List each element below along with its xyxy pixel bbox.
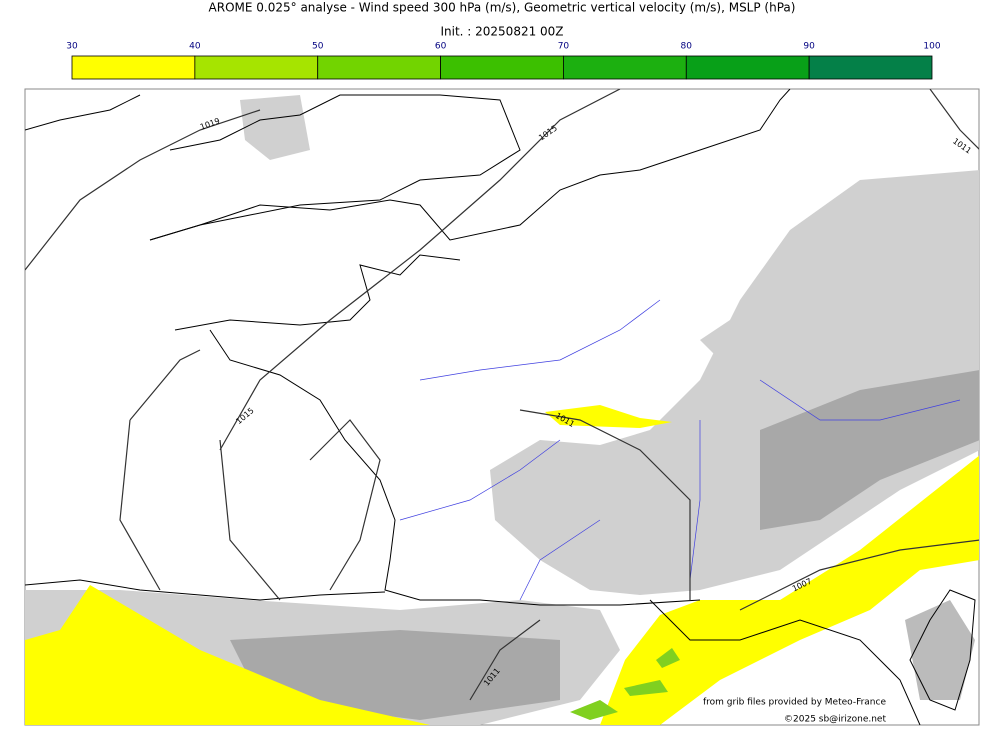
colorbar-tick-label: 70 [558,42,570,52]
colorbar-segment [440,55,564,80]
colorbar-tick-label: 80 [681,42,693,52]
wind-speed-yellow [25,405,979,725]
colorbar-tick-label: 30 [66,42,78,52]
colorbar-segment [685,55,810,80]
colorbar-tick-label: 50 [312,42,324,52]
wind-speed-green [570,648,680,720]
isobars [25,89,979,701]
title: AROME 0.025° analyse - Wind speed 300 hP… [209,1,796,15]
colorbar-tick-label: 40 [189,42,201,52]
colorbar-segment [563,55,687,80]
rivers [399,299,961,601]
colorbar-segment [194,55,319,80]
copyright: ©2025 sb@irizone.net [784,715,886,725]
colorbar-tick-label: 60 [435,42,447,52]
coastlines [25,89,976,725]
init-time: Init. : 20250821 00Z [440,25,563,39]
colorbar-tick-label: 90 [803,42,815,52]
colorbar-segment [317,55,441,80]
colorbar: 30 40 50 60 70 80 90 100 [66,42,941,80]
colorbar-segment [808,55,933,80]
source-credit: from grib files provided by Meteo-France [703,698,886,708]
colorbar-tick-label: 100 [923,42,940,52]
colorbar-segment [71,55,196,80]
